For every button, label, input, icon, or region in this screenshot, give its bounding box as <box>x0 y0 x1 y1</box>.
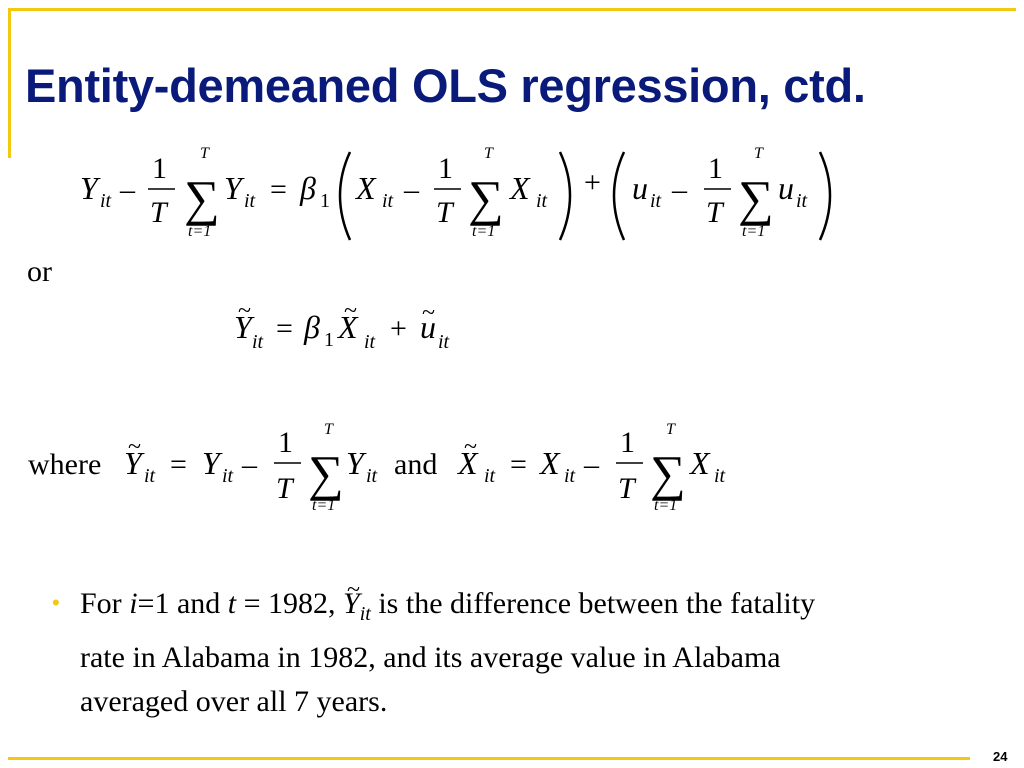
svg-text:u: u <box>420 309 436 345</box>
svg-text:X: X <box>354 170 377 206</box>
svg-text:+: + <box>584 166 601 199</box>
svg-text:~: ~ <box>464 434 477 460</box>
svg-text:and: and <box>394 448 437 481</box>
svg-text:∑: ∑ <box>308 445 344 501</box>
svg-text:=: = <box>276 312 293 345</box>
svg-text:it: it <box>366 465 378 487</box>
footer-line <box>8 757 970 760</box>
svg-text:Y: Y <box>234 309 255 345</box>
svg-text:~: ~ <box>344 302 357 324</box>
bullet-marker: • <box>52 590 60 615</box>
svg-text:T: T <box>666 421 676 438</box>
svg-text:∑: ∑ <box>650 445 686 501</box>
svg-text:+: + <box>390 312 407 345</box>
svg-text:Y: Y <box>80 170 101 206</box>
svg-text:T: T <box>200 145 210 162</box>
svg-text:T: T <box>618 472 637 505</box>
svg-text:u: u <box>778 170 794 206</box>
svg-text:t=1: t=1 <box>654 497 677 514</box>
svg-text:u: u <box>632 170 648 206</box>
svg-text:it: it <box>796 190 808 212</box>
svg-text:T: T <box>484 145 494 162</box>
svg-text:Y: Y <box>224 170 245 206</box>
svg-text:T: T <box>706 196 725 229</box>
svg-text:∑: ∑ <box>468 170 504 226</box>
svg-text:Y: Y <box>124 445 145 481</box>
bullet-line-3: averaged over all 7 years. <box>80 685 388 718</box>
svg-text:=: = <box>510 448 527 481</box>
svg-text:it: it <box>536 190 548 212</box>
svg-text:Y: Y <box>202 445 223 481</box>
svg-text:1: 1 <box>708 152 723 185</box>
svg-text:1: 1 <box>152 152 167 185</box>
svg-text:=: = <box>270 173 287 206</box>
svg-text:–: – <box>583 448 600 481</box>
svg-text:~: ~ <box>128 434 141 460</box>
svg-text:t=1: t=1 <box>312 497 335 514</box>
svg-text:1: 1 <box>320 190 330 212</box>
svg-text:X: X <box>688 445 711 481</box>
svg-text:T: T <box>436 196 455 229</box>
svg-text:–: – <box>119 173 136 206</box>
svg-text:t=1: t=1 <box>472 223 495 240</box>
svg-text:it: it <box>484 465 496 487</box>
svg-text:~: ~ <box>422 302 435 326</box>
left-border <box>8 8 11 158</box>
svg-text:it: it <box>100 190 112 212</box>
svg-text:X: X <box>456 445 479 481</box>
slide-title: Entity-demeaned OLS regression, ctd. <box>25 59 866 112</box>
svg-text:Y: Y <box>346 445 367 481</box>
svg-text:–: – <box>241 448 258 481</box>
svg-text:~: ~ <box>238 302 251 324</box>
svg-text:t=1: t=1 <box>188 223 211 240</box>
svg-text:–: – <box>403 173 420 206</box>
bullet-line-2: rate in Alabama in 1982, and its average… <box>80 641 781 674</box>
svg-text:it: it <box>714 465 726 487</box>
svg-text:T: T <box>150 196 169 229</box>
svg-text:–: – <box>671 173 688 206</box>
svg-text:it: it <box>382 190 394 212</box>
svg-text:1: 1 <box>324 329 334 351</box>
top-border <box>8 8 1016 11</box>
svg-text:β: β <box>303 309 320 345</box>
svg-text:1: 1 <box>438 152 453 185</box>
svg-text:it: it <box>222 465 234 487</box>
svg-text:it: it <box>252 331 264 353</box>
svg-text:it: it <box>650 190 662 212</box>
equation-demeaned-short: Y ~ it = β 1 X ~ it + u ~ it <box>234 302 450 353</box>
svg-text:1: 1 <box>278 426 293 459</box>
svg-text:t=1: t=1 <box>742 223 765 240</box>
bullet-paragraph: For i=1 and t = 1982, Y ~ it is the differ… <box>80 577 1000 724</box>
svg-text:T: T <box>324 421 334 438</box>
svg-text:∑: ∑ <box>738 170 774 226</box>
svg-text:it: it <box>438 331 450 353</box>
equation-definitions: where Y ~ it = Y it – 1 T T ∑ t=1 Y it a… <box>28 421 726 514</box>
svg-text:1: 1 <box>620 426 635 459</box>
or-label: or <box>27 255 52 288</box>
svg-text:it: it <box>564 465 576 487</box>
svg-text:β: β <box>299 170 316 206</box>
page-number: 24 <box>993 749 1008 764</box>
svg-text:∑: ∑ <box>184 170 220 226</box>
bullet-line-1: For i=1 and t = 1982, Y ~ it is the differ… <box>80 577 1000 636</box>
svg-text:T: T <box>276 472 295 505</box>
svg-text:X: X <box>538 445 561 481</box>
svg-text:it: it <box>364 331 376 353</box>
svg-text:=: = <box>170 448 187 481</box>
y-tilde-inline: Y ~ it <box>343 577 371 625</box>
svg-text:where: where <box>28 448 101 481</box>
equation-demeaned-full: Y it – 1 T T ∑ t=1 Y it = β 1 X it – 1 T… <box>80 145 832 241</box>
svg-text:X: X <box>508 170 531 206</box>
svg-text:X: X <box>336 309 359 345</box>
svg-text:T: T <box>754 145 764 162</box>
svg-text:it: it <box>244 190 256 212</box>
svg-text:it: it <box>144 465 156 487</box>
